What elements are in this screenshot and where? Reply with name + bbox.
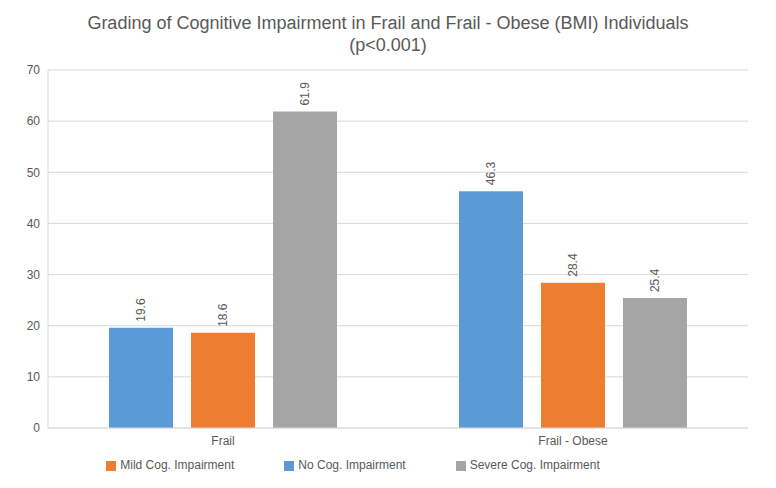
html-text:No Cog. Impairment: No Cog. Impairment bbox=[298, 458, 406, 472]
svg-text:19.6: 19.6 bbox=[134, 298, 148, 322]
svg-text:28.4: 28.4 bbox=[566, 253, 580, 277]
svg-text:60: 60 bbox=[27, 114, 41, 128]
html-text:(p<0.001): (p<0.001) bbox=[349, 35, 427, 55]
html-text:Severe Cog. Impairment: Severe Cog. Impairment bbox=[469, 458, 600, 472]
svg-text:Frail: Frail bbox=[211, 434, 234, 448]
svg-text:70: 70 bbox=[27, 63, 41, 77]
svg-text:50: 50 bbox=[27, 166, 41, 180]
svg-text:Frail - Obese: Frail - Obese bbox=[538, 434, 608, 448]
svg-text:18.6: 18.6 bbox=[216, 303, 230, 327]
svg-text:46.3: 46.3 bbox=[484, 162, 498, 186]
svg-text:0: 0 bbox=[33, 421, 40, 435]
svg-text:10: 10 bbox=[27, 370, 41, 384]
svg-text:20: 20 bbox=[27, 319, 41, 333]
html-text:Mild Cog. Impairment: Mild Cog. Impairment bbox=[120, 458, 235, 472]
svg-text:30: 30 bbox=[27, 268, 41, 282]
svg-text:25.4: 25.4 bbox=[648, 268, 662, 292]
svg-text:40: 40 bbox=[27, 217, 41, 231]
html-text:Grading of Cognitive Impairmen: Grading of Cognitive Impairment in Frail… bbox=[87, 13, 689, 33]
svg-text:61.9: 61.9 bbox=[298, 82, 312, 106]
